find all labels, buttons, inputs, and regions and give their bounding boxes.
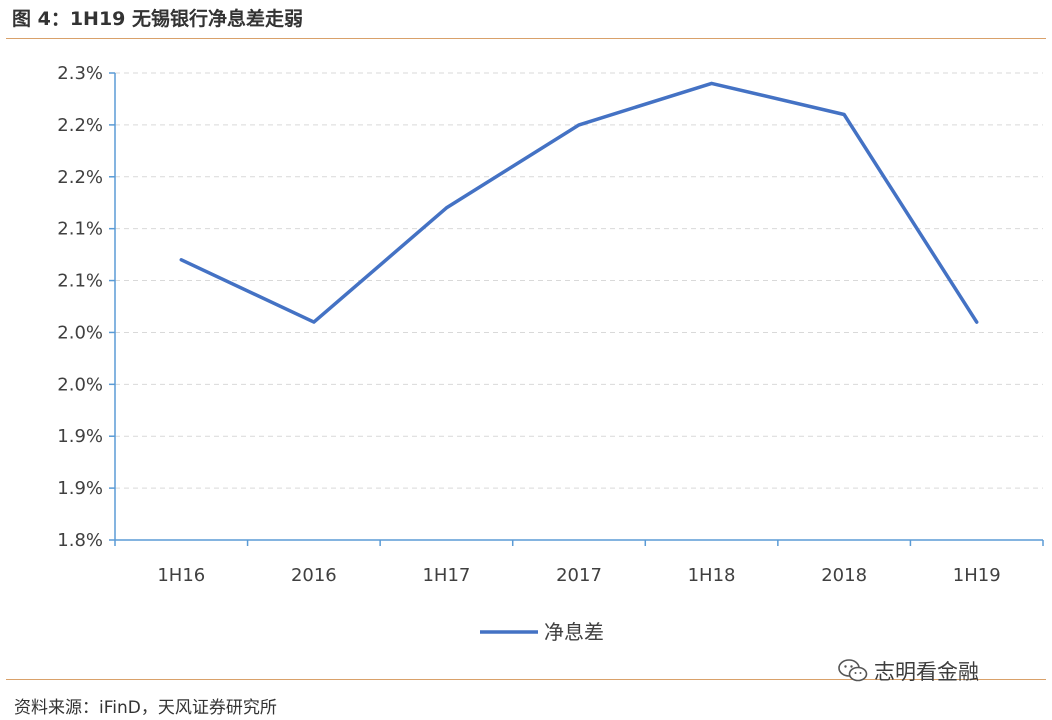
y-tick-label: 2.1% (57, 271, 103, 292)
x-tick-label: 1H16 (157, 565, 205, 586)
y-tick-label: 2.2% (57, 115, 103, 136)
gridlines (115, 72, 1043, 489)
y-tick-labels: 1.8% 1.9% 1.9% 2.0% 2.0% 2.1% 2.1% 2.2% 2.2% 2.3% (57, 63, 103, 551)
y-tick-label: 2.1% (57, 219, 103, 240)
x-tick-label: 2017 (556, 565, 602, 586)
source-note: 资料来源：iFinD，天风证券研究所 (14, 698, 277, 718)
x-tick-label: 1H18 (688, 565, 736, 586)
wechat-icon (838, 659, 868, 682)
y-tick-label: 1.8% (57, 530, 103, 551)
line-chart: 1.8% 1.9% 1.9% 2.0% 2.0% 2.1% 2.1% 2.2% 2.2% 2.3%… (57, 63, 1044, 644)
figure-title: 图 4：1H19 无锡银行净息差走弱 (12, 8, 304, 30)
x-tick-label: 1H17 (422, 565, 470, 586)
series-lines (179, 81, 979, 324)
top-divider (6, 38, 1046, 39)
x-tick-label: 2016 (291, 565, 337, 586)
legend: 净息差 (480, 620, 604, 644)
watermark: 志明看金融 (838, 656, 979, 686)
x-tick-label: 2018 (821, 565, 867, 586)
y-tick-label: 2.3% (57, 63, 103, 84)
x-tick-label: 1H19 (953, 565, 1001, 586)
y-tick-label: 2.2% (57, 167, 103, 188)
y-tick-label: 1.9% (57, 478, 103, 499)
y-tick-label: 2.0% (57, 374, 103, 395)
y-tick-label: 1.9% (57, 426, 103, 447)
axes (109, 72, 1044, 546)
series-line (179, 81, 979, 324)
watermark-text: 志明看金融 (874, 660, 979, 684)
bottom-divider (6, 679, 1046, 680)
x-tick-labels: 1H16 2016 1H17 2017 1H18 2018 1H19 (157, 565, 1000, 586)
legend-label: 净息差 (544, 620, 604, 644)
y-tick-label: 2.0% (57, 322, 103, 343)
